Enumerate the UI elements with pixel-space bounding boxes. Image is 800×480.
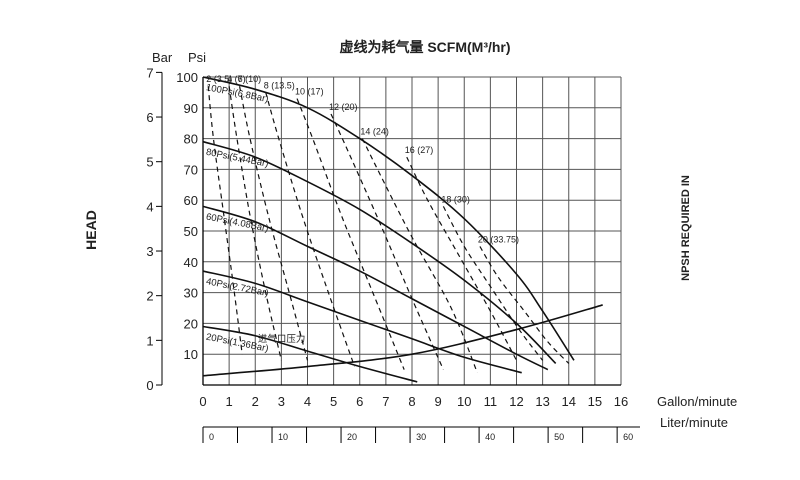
air-consumption-label: 16 (27) (405, 145, 434, 155)
gpm-unit-label: Gallon/minute (657, 394, 737, 409)
bar-tick-label: 0 (146, 378, 153, 393)
air-consumption-label: 6 (10) (238, 74, 262, 84)
air-consumption-curve (406, 156, 518, 361)
psi-tick-label: 30 (184, 286, 198, 301)
air-consumption-label: 10 (17) (295, 87, 324, 97)
bar-tick-label: 2 (146, 289, 153, 304)
pressure-curve-label: 40Psi(2.72Bar) (205, 276, 269, 299)
lpm-tick-label: 30 (416, 432, 426, 442)
bar-tick-label: 7 (146, 65, 153, 80)
psi-tick-label: 70 (184, 162, 198, 177)
pressure-curve (202, 270, 522, 374)
psi-tick-label: 100 (176, 70, 198, 85)
inlet-pressure-curve (202, 304, 603, 377)
psi-tick-label: 10 (184, 347, 198, 362)
axes: 0 1 2 3 4 5 6 7 8 9 10 11 12 13 14 15 161020304050607080… (146, 65, 640, 443)
pressure-curve-label: 100Psi(6.8Bar) (205, 82, 269, 105)
lpm-tick-label: 0 (209, 432, 214, 442)
x-tick-label: 7 (382, 394, 389, 409)
air-consumption-curve (228, 86, 282, 361)
psi-tick-label: 60 (184, 193, 198, 208)
air-consumption-label: 4 (7) (227, 74, 246, 84)
bar-tick-label: 4 (146, 199, 153, 214)
x-tick-label: 10 (457, 394, 471, 409)
psi-tick-label: 90 (184, 101, 198, 116)
psi-unit-label: Psi (188, 50, 206, 65)
lpm-unit-label: Liter/minute (660, 415, 728, 430)
npsh-axis-label: NPSH REQUIRED IN (680, 175, 692, 281)
air-consumption-label: 20 (33.75) (478, 234, 519, 244)
bar-tick-label: 5 (146, 155, 153, 170)
x-tick-label: 14 (562, 394, 576, 409)
lpm-tick-label: 50 (554, 432, 564, 442)
x-tick-label: 2 (252, 394, 259, 409)
air-consumption-label: 12 (20) (329, 102, 358, 112)
air-consumption-curve (265, 92, 356, 367)
lpm-tick-label: 60 (623, 432, 633, 442)
x-tick-label: 12 (509, 394, 523, 409)
bar-tick-label: 3 (146, 244, 153, 259)
pressure-curve (202, 325, 418, 383)
air-consumption-curve (361, 138, 478, 373)
x-tick-label: 1 (226, 394, 233, 409)
x-tick-label: 4 (304, 394, 311, 409)
lpm-tick-label: 40 (485, 432, 495, 442)
lpm-tick-label: 10 (278, 432, 288, 442)
air-consumption-curve (207, 86, 243, 355)
psi-tick-label: 50 (184, 224, 198, 239)
bar-unit-label: Bar (152, 50, 173, 65)
x-tick-label: 8 (408, 394, 415, 409)
x-tick-label: 0 (199, 394, 206, 409)
pressure-curve (202, 140, 557, 364)
air-consumption-curve (479, 246, 570, 364)
pressure-curve (202, 205, 549, 371)
x-tick-label: 15 (588, 394, 602, 409)
air-consumption-curve (238, 86, 309, 361)
x-tick-label: 9 (435, 394, 442, 409)
inlet-pressure-label: 进气口压力 (258, 333, 306, 345)
chart-title: 虚线为耗气量 SCFM(M³/hr) (339, 39, 510, 55)
x-tick-label: 3 (278, 394, 285, 409)
x-tick-label: 5 (330, 394, 337, 409)
air-consumption-label: 8 (13.5) (264, 80, 295, 90)
psi-tick-label: 80 (184, 132, 198, 147)
bar-tick-label: 1 (146, 333, 153, 348)
x-tick-label: 6 (356, 394, 363, 409)
x-tick-label: 11 (484, 394, 498, 409)
psi-tick-label: 40 (184, 255, 198, 270)
lpm-tick-label: 20 (347, 432, 357, 442)
air-consumption-label: 14 (24) (360, 127, 389, 137)
x-tick-label: 16 (614, 394, 628, 409)
air-consumption-label: 2 (3.5) (206, 74, 232, 84)
psi-tick-label: 20 (184, 316, 198, 331)
air-consumption-curve (296, 98, 405, 370)
head-axis-label: HEAD (83, 210, 99, 250)
bar-tick-label: 6 (146, 110, 153, 125)
air-consumption-label: 18 (30) (441, 194, 470, 204)
air-consumption-curve (442, 206, 544, 361)
x-tick-label: 13 (535, 394, 549, 409)
air-consumption-curve (330, 113, 444, 370)
pressure-curve (202, 76, 575, 361)
